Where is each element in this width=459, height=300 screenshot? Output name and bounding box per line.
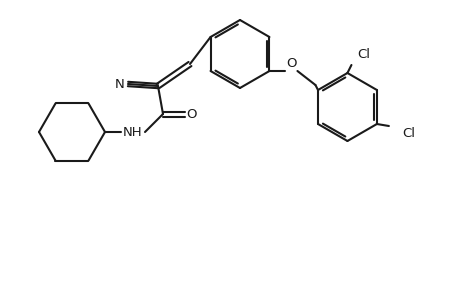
Text: Cl: Cl: [356, 47, 369, 61]
Text: O: O: [285, 56, 296, 70]
Text: N: N: [115, 77, 124, 91]
Text: Cl: Cl: [402, 127, 414, 140]
Text: NH: NH: [123, 125, 142, 139]
Text: O: O: [186, 107, 197, 121]
